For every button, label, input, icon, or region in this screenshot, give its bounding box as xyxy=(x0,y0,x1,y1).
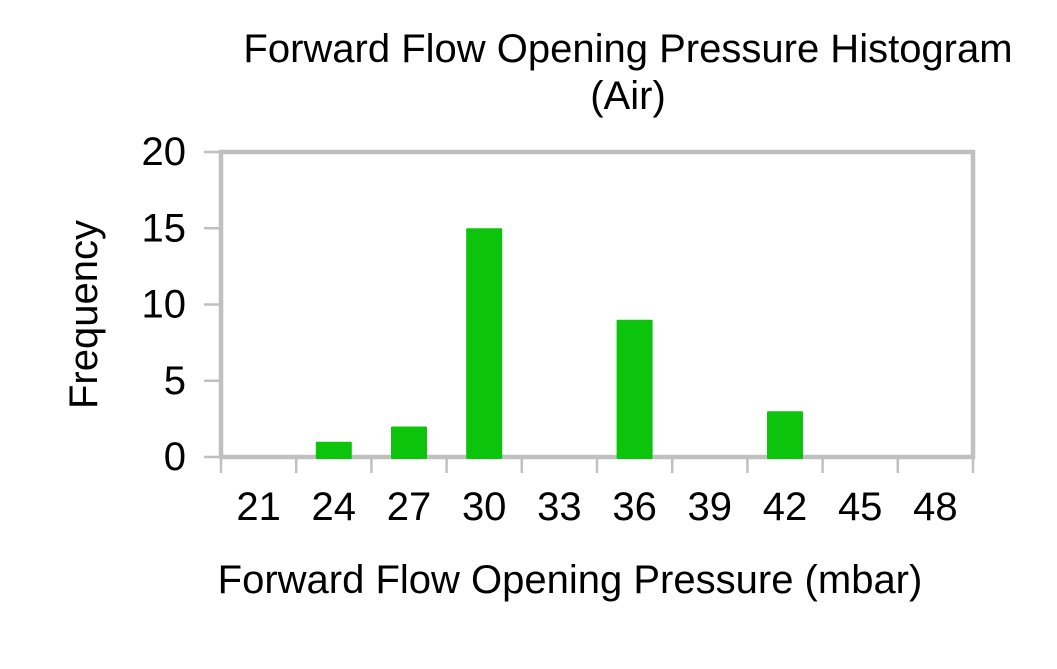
x-axis-tick-label: 42 xyxy=(763,485,808,529)
chart-title-line-1: Forward Flow Opening Pressure Histogram xyxy=(243,27,1013,71)
x-axis-title: Forward Flow Opening Pressure (mbar) xyxy=(217,558,923,602)
x-axis-tick-label: 36 xyxy=(612,485,657,529)
x-axis-tick-label: 30 xyxy=(462,485,507,529)
y-axis-tick-label: 20 xyxy=(142,130,187,174)
y-axis-title: Frequency xyxy=(62,220,106,410)
histogram-bar xyxy=(767,411,803,459)
histogram-bar xyxy=(466,228,503,459)
histogram-bar xyxy=(391,426,427,459)
x-axis-tick-label: 48 xyxy=(913,485,958,529)
y-axis-tick-label: 5 xyxy=(164,359,186,403)
x-axis-tick-label: 45 xyxy=(838,485,883,529)
x-axis-tick-label: 24 xyxy=(312,485,357,529)
y-axis-tick-label: 0 xyxy=(164,435,186,479)
x-axis-tick-label: 27 xyxy=(387,485,432,529)
plot-frame xyxy=(218,149,976,460)
x-axis-tick-label: 21 xyxy=(236,485,281,529)
y-axis-tick-label: 10 xyxy=(142,283,187,327)
histogram-bar xyxy=(616,319,653,459)
chart-title: Forward Flow Opening Pressure Histogram … xyxy=(228,26,1028,120)
y-axis-tick-label: 15 xyxy=(142,206,187,250)
histogram-bar xyxy=(315,441,352,459)
x-axis-tick-label: 33 xyxy=(537,485,582,529)
x-axis-tick-label: 39 xyxy=(688,485,733,529)
chart-title-line-2: (Air) xyxy=(590,74,666,118)
